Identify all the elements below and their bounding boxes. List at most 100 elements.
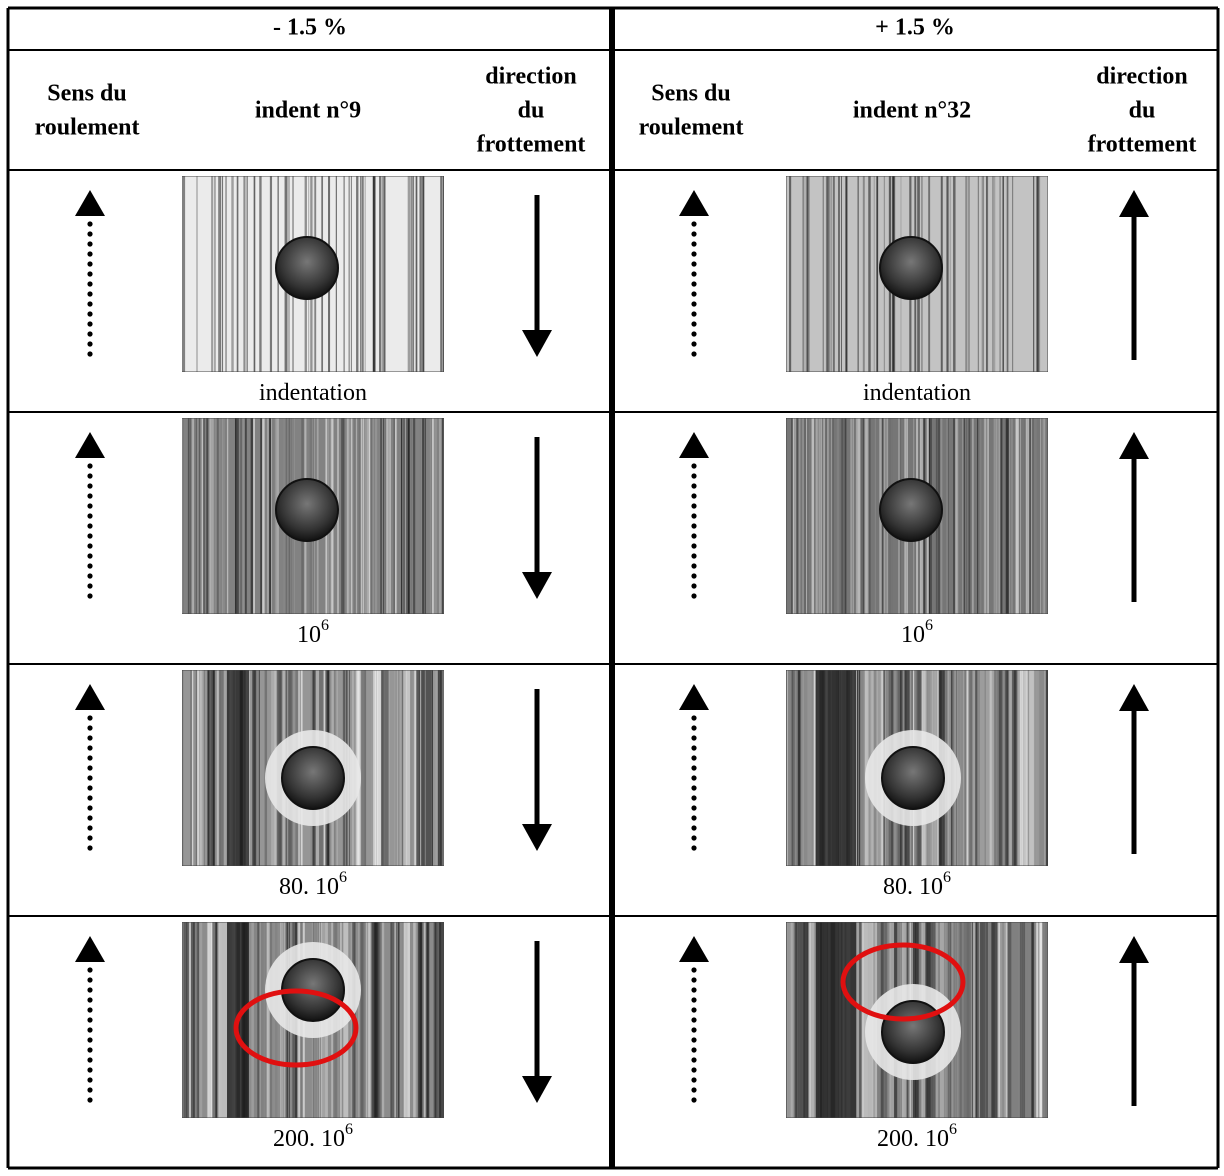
scratch xyxy=(381,922,385,1118)
scratch xyxy=(798,670,801,866)
scratch xyxy=(394,670,395,866)
scratch xyxy=(387,418,390,614)
scratch xyxy=(1020,418,1022,614)
scratch xyxy=(1011,418,1013,614)
scratch xyxy=(1006,418,1009,614)
rolling-arrow-dot xyxy=(691,341,697,347)
scratch xyxy=(1022,670,1028,866)
panel-header: - 1.5 % xyxy=(273,15,347,41)
scratch xyxy=(416,922,419,1118)
scratch xyxy=(420,176,424,372)
scratch xyxy=(1030,418,1033,614)
rolling-arrow-dot xyxy=(87,1017,93,1023)
micrograph xyxy=(786,176,1048,372)
rolling-arrow-dot xyxy=(691,735,697,741)
scratch xyxy=(1045,922,1048,1118)
rolling-arrow-dot xyxy=(87,1087,93,1093)
micrograph xyxy=(786,670,1048,866)
scratch xyxy=(410,418,413,614)
scratch xyxy=(221,176,224,372)
scratch xyxy=(800,670,805,866)
scratch xyxy=(378,418,381,614)
scratch xyxy=(378,922,382,1118)
scratch xyxy=(1037,176,1041,372)
scratch xyxy=(1012,176,1014,372)
scratch xyxy=(416,176,418,372)
scratch xyxy=(259,176,262,372)
scratch xyxy=(371,922,377,1118)
scratch xyxy=(1020,922,1024,1118)
scratch xyxy=(395,418,397,614)
micrograph xyxy=(182,670,444,866)
scratch xyxy=(857,418,861,614)
rolling-arrow-dot xyxy=(691,825,697,831)
scratch xyxy=(1044,670,1046,866)
scratch xyxy=(358,418,361,614)
scratch xyxy=(415,176,417,372)
scratch xyxy=(949,176,951,372)
scratch xyxy=(820,418,822,614)
scratch xyxy=(794,922,797,1118)
scratch xyxy=(863,418,864,614)
scratch xyxy=(219,418,221,614)
scratch xyxy=(432,670,438,866)
scratch xyxy=(805,418,807,614)
scratch xyxy=(1037,176,1039,372)
scratch xyxy=(975,922,978,1118)
friction-arrow-head xyxy=(1119,432,1149,459)
scratch xyxy=(359,922,364,1118)
scratch xyxy=(399,670,403,866)
scratch xyxy=(195,418,198,614)
scratch xyxy=(962,418,964,614)
scratch xyxy=(802,176,805,372)
rolling-arrow-dot xyxy=(691,1057,697,1063)
scratch xyxy=(438,922,444,1118)
scratch xyxy=(403,922,409,1118)
scratch xyxy=(242,418,245,614)
rolling-arrow-dot xyxy=(87,493,93,499)
scratch xyxy=(795,418,798,614)
rolling-arrow-dot xyxy=(691,815,697,821)
indent xyxy=(275,236,339,300)
scratch xyxy=(987,418,989,614)
scratch xyxy=(425,670,432,866)
scratch xyxy=(199,418,201,614)
scratch xyxy=(200,670,204,866)
rolling-arrow-dot xyxy=(87,1007,93,1013)
rolling-arrow-dot xyxy=(691,1037,697,1043)
scratch xyxy=(241,418,243,614)
scratch xyxy=(868,176,871,372)
scratch xyxy=(994,670,999,866)
scratch xyxy=(252,670,256,866)
scratch xyxy=(362,176,365,372)
dark-band xyxy=(227,670,249,866)
scratch xyxy=(343,418,345,614)
rolling-arrow-dot xyxy=(87,997,93,1003)
scratch xyxy=(1037,922,1040,1118)
scratch xyxy=(417,922,422,1118)
scratch xyxy=(1027,922,1028,1118)
scratch xyxy=(987,176,989,372)
rolling-arrow-dot xyxy=(691,775,697,781)
rolling-arrow-dot xyxy=(691,331,697,337)
scratch xyxy=(864,418,866,614)
rolling-arrow-dot xyxy=(87,463,93,469)
scratch xyxy=(424,922,427,1118)
scratch xyxy=(206,922,212,1118)
scratch xyxy=(193,922,196,1118)
scratch xyxy=(992,176,994,372)
scratch xyxy=(865,418,868,614)
scratch xyxy=(788,670,793,866)
rolling-arrow-dot xyxy=(87,1097,93,1103)
scratch xyxy=(224,418,226,614)
indent xyxy=(881,746,945,810)
scratch xyxy=(190,670,192,866)
column-header: du xyxy=(1129,98,1156,124)
scratch xyxy=(251,922,253,1118)
scratch xyxy=(998,418,1001,614)
rolling-arrow-dot xyxy=(87,473,93,479)
scratch xyxy=(807,670,812,866)
rolling-arrow-dot xyxy=(87,543,93,549)
scratch xyxy=(989,418,990,614)
scratch xyxy=(815,670,817,866)
